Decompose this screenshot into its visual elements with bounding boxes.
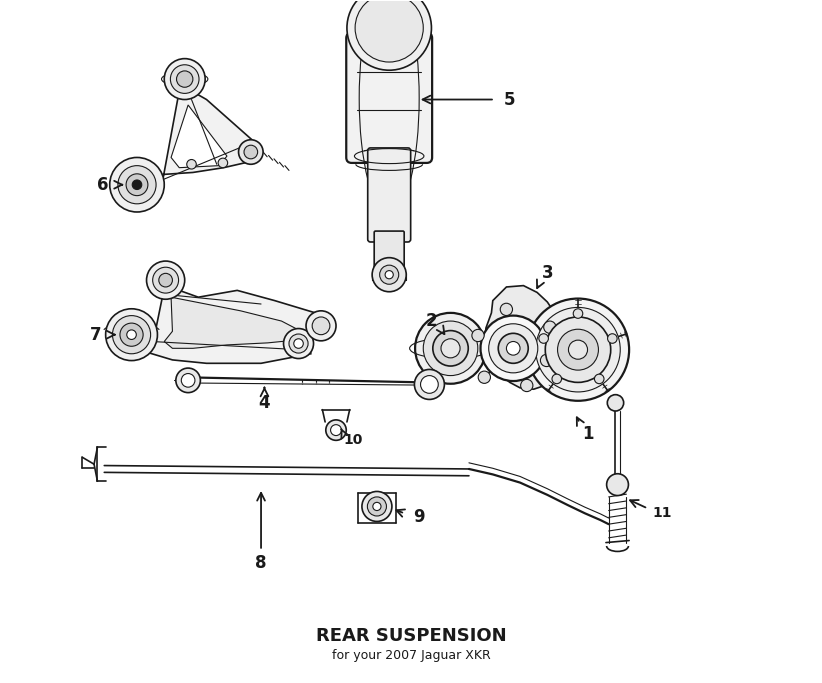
Circle shape	[520, 379, 533, 391]
Circle shape	[218, 158, 228, 168]
Text: 4: 4	[259, 394, 270, 412]
Polygon shape	[171, 105, 227, 168]
Text: 10: 10	[344, 433, 363, 447]
Circle shape	[132, 180, 141, 189]
Circle shape	[421, 376, 438, 393]
Circle shape	[306, 311, 336, 341]
Circle shape	[607, 334, 617, 344]
Circle shape	[539, 334, 548, 344]
Circle shape	[607, 474, 629, 496]
Circle shape	[569, 340, 588, 359]
Text: 11: 11	[652, 506, 672, 520]
Circle shape	[238, 140, 263, 165]
Circle shape	[164, 59, 206, 100]
Circle shape	[355, 0, 423, 62]
Circle shape	[330, 425, 341, 436]
Circle shape	[543, 321, 556, 333]
Text: 3: 3	[542, 264, 553, 282]
Circle shape	[501, 303, 512, 316]
Text: 7: 7	[90, 326, 102, 344]
Circle shape	[594, 374, 604, 384]
Text: 6: 6	[97, 176, 109, 194]
Circle shape	[146, 261, 185, 299]
Text: 9: 9	[413, 508, 425, 527]
Circle shape	[498, 333, 529, 363]
FancyBboxPatch shape	[367, 148, 411, 242]
Text: 2: 2	[426, 312, 437, 330]
Circle shape	[545, 317, 611, 382]
Circle shape	[573, 309, 583, 318]
Circle shape	[372, 257, 406, 292]
Circle shape	[244, 145, 257, 159]
Circle shape	[284, 329, 313, 359]
Circle shape	[109, 158, 164, 212]
Circle shape	[177, 71, 193, 87]
Circle shape	[380, 265, 399, 284]
Circle shape	[367, 497, 386, 516]
Text: for your 2007 Jaguar XKR: for your 2007 Jaguar XKR	[331, 649, 491, 662]
Circle shape	[527, 298, 629, 401]
Circle shape	[118, 166, 156, 204]
Circle shape	[607, 395, 624, 411]
Circle shape	[362, 492, 392, 521]
Circle shape	[326, 420, 346, 441]
Circle shape	[187, 160, 196, 169]
Circle shape	[489, 324, 538, 373]
Circle shape	[289, 334, 308, 353]
Circle shape	[506, 342, 520, 355]
Circle shape	[433, 331, 469, 366]
Circle shape	[127, 330, 136, 339]
Polygon shape	[134, 94, 257, 201]
Circle shape	[170, 65, 199, 94]
Circle shape	[182, 374, 195, 387]
Circle shape	[441, 339, 460, 358]
Polygon shape	[164, 297, 298, 348]
Text: 8: 8	[256, 554, 267, 572]
Circle shape	[312, 317, 330, 335]
Circle shape	[423, 321, 478, 376]
Circle shape	[540, 354, 552, 367]
Circle shape	[481, 316, 546, 381]
Circle shape	[159, 273, 173, 287]
Text: REAR SUSPENSION: REAR SUSPENSION	[316, 627, 506, 645]
Circle shape	[557, 329, 598, 370]
Circle shape	[472, 329, 484, 342]
Text: 1: 1	[583, 425, 594, 443]
Circle shape	[106, 309, 158, 361]
Circle shape	[347, 0, 432, 70]
Circle shape	[113, 316, 150, 354]
Circle shape	[126, 174, 148, 195]
FancyBboxPatch shape	[346, 33, 432, 163]
Text: 5: 5	[504, 91, 515, 109]
Circle shape	[385, 270, 393, 279]
Polygon shape	[485, 285, 561, 389]
Circle shape	[415, 313, 486, 384]
FancyBboxPatch shape	[374, 231, 404, 271]
Circle shape	[153, 267, 178, 293]
Circle shape	[478, 371, 491, 383]
Circle shape	[176, 368, 201, 393]
Circle shape	[293, 339, 303, 348]
Polygon shape	[128, 290, 333, 363]
Circle shape	[552, 374, 561, 384]
Circle shape	[536, 307, 621, 392]
Circle shape	[373, 503, 381, 510]
Circle shape	[414, 370, 445, 400]
Circle shape	[120, 323, 143, 346]
